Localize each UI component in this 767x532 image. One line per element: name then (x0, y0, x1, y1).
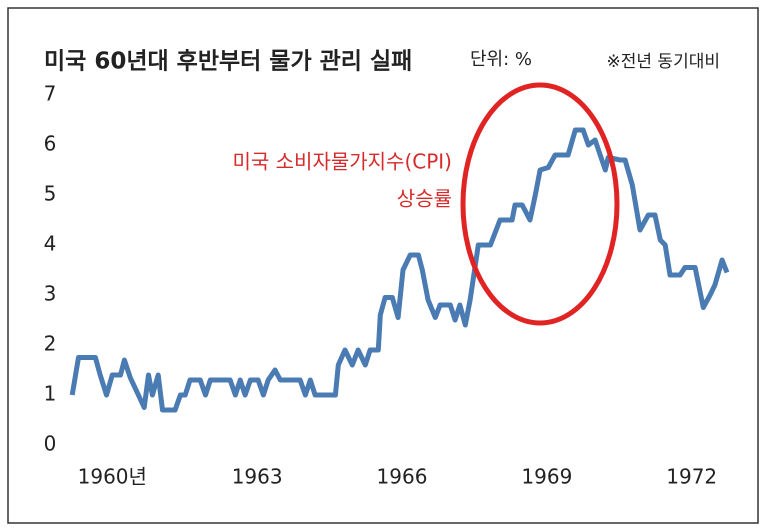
frame (7, 7, 759, 524)
x-tick-label: 1966 (377, 465, 428, 489)
y-tick-label: 6 (44, 132, 57, 156)
y-tick-label: 3 (44, 282, 57, 306)
y-tick-label: 4 (44, 232, 57, 256)
chart-title: 미국 60년대 후반부터 물가 관리 실패 (44, 49, 412, 75)
x-tick-label: 1969 (521, 465, 572, 489)
y-tick-label: 0 (44, 432, 57, 456)
y-tick-label: 1 (44, 382, 57, 406)
annotation: 미국 소비자물가지수(CPI) (233, 150, 453, 174)
x-tick-label: 1972 (666, 465, 717, 489)
x-tick-label: 1963 (232, 465, 283, 489)
y-tick-label: 2 (44, 332, 57, 356)
x-tick-label: 1960년 (78, 465, 147, 489)
y-tick-label: 7 (44, 82, 57, 106)
highlight-ellipse (460, 82, 620, 326)
y-tick-label: 5 (44, 182, 57, 206)
cpi-line (69, 127, 730, 413)
annotation: 상승률 (397, 187, 452, 211)
unit-label: 단위: % (470, 49, 532, 70)
note: ※전년 동기대비 (607, 52, 721, 72)
